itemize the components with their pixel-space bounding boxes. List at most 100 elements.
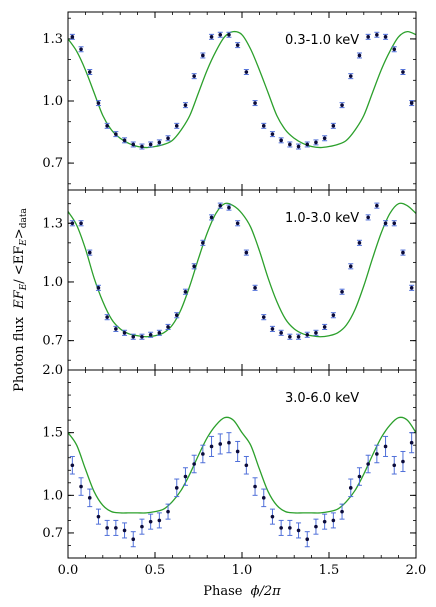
data-point (279, 331, 283, 335)
data-point (366, 462, 370, 466)
data-point (296, 528, 301, 533)
panel-1: 0.7 1.0 1.3 0.3-1.0 keV (42, 11, 417, 191)
data-point (340, 509, 344, 514)
data-point (79, 47, 83, 52)
panel-3: 0.7 1.0 1.5 2.0 3.0-6.0 keV (42, 363, 417, 559)
data-point (348, 74, 353, 78)
data-point (392, 463, 397, 468)
model-curve (68, 416, 416, 514)
data-point (401, 70, 405, 74)
data-point (105, 124, 109, 128)
x-axis-title: Phase ϕ/2π (203, 584, 281, 599)
data-point (114, 327, 118, 331)
y-tick-label: 2.0 (42, 363, 63, 378)
panel-plot-area (68, 30, 416, 150)
data-point (270, 514, 275, 519)
panel-2: 0.7 1.0 1.3 1.0-3.0 keV (42, 189, 417, 371)
y-tick-label: 1.5 (42, 426, 63, 441)
data-point (183, 474, 188, 479)
data-point (70, 463, 75, 468)
y-tick-label: 1.3 (42, 32, 63, 47)
data-point (183, 289, 188, 294)
y-tick-label: 0.7 (42, 156, 63, 171)
data-point (288, 142, 292, 147)
data-point (340, 289, 344, 294)
data-point (96, 101, 101, 105)
data-point (314, 140, 318, 145)
y-axis-title: Photon flux EFE/ <EFE>data (12, 208, 29, 392)
data-point (131, 142, 136, 147)
data-point (96, 286, 101, 290)
y-tick-label: 0.7 (42, 526, 63, 541)
data-point (201, 241, 205, 245)
x-tick-label: 1.5 (319, 563, 340, 578)
data-point (261, 315, 266, 319)
data-point (270, 327, 275, 331)
panel-label: 0.3-1.0 keV (285, 33, 359, 48)
data-point (105, 526, 109, 530)
data-point (401, 250, 405, 255)
data-point (218, 32, 223, 37)
data-point (96, 514, 101, 519)
data-point (331, 313, 336, 318)
data-point (288, 526, 292, 530)
data-point (140, 524, 144, 529)
data-point (322, 519, 327, 524)
data-point (227, 32, 231, 37)
data-point (131, 334, 136, 339)
panel-frame (67, 369, 417, 559)
data-point (192, 74, 196, 78)
data-point (174, 124, 179, 128)
panel-label: 1.0-3.0 keV (285, 211, 359, 226)
data-point (209, 215, 214, 220)
data-point (392, 47, 397, 52)
panel-frame (67, 11, 417, 191)
data-point (357, 53, 362, 58)
data-point (305, 332, 310, 337)
data-point (357, 474, 362, 479)
y-tick-label: 1.0 (42, 488, 63, 503)
data-point (409, 101, 414, 105)
y-tick-label: 1.0 (42, 275, 63, 290)
x-tick-label: 2.0 (406, 563, 427, 578)
data-point (270, 132, 275, 136)
data-point (244, 250, 249, 255)
data-point (305, 142, 310, 147)
data-point (375, 452, 379, 456)
data-point (192, 462, 196, 466)
data-point (87, 250, 92, 255)
data-point (218, 442, 223, 446)
data-point (375, 203, 379, 208)
data-point (218, 203, 223, 208)
model-curve (68, 202, 416, 338)
data-point (79, 484, 83, 489)
data-point (87, 70, 92, 74)
data-point (166, 325, 170, 329)
x-tick-label: 1.0 (232, 563, 253, 578)
data-point (87, 496, 92, 500)
data-point (122, 528, 127, 533)
x-tick-label: 0.5 (145, 563, 166, 578)
data-point (279, 526, 283, 530)
y-tick-label: 1.0 (42, 94, 63, 109)
data-point (261, 124, 266, 128)
data-point (322, 136, 327, 141)
data-point (409, 440, 414, 445)
data-point (70, 35, 75, 39)
data-point (227, 205, 231, 210)
panel-plot-area (68, 416, 416, 548)
data-point (209, 444, 214, 449)
data-point (166, 509, 170, 514)
data-point (157, 518, 162, 523)
data-point (148, 332, 153, 337)
data-point (409, 286, 414, 290)
model-curve (68, 30, 416, 149)
data-point (192, 264, 196, 269)
data-point (305, 537, 310, 541)
data-point (288, 334, 292, 339)
data-point (383, 444, 388, 449)
data-point (401, 459, 405, 464)
data-point (157, 331, 162, 335)
data-point (331, 518, 336, 523)
data-point (253, 101, 257, 105)
